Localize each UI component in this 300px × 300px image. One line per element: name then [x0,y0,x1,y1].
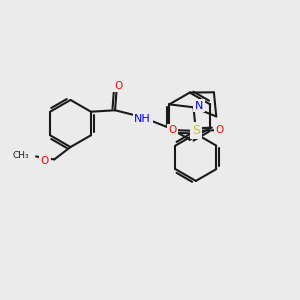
Text: O: O [215,125,223,135]
Text: N: N [195,101,203,111]
Text: O: O [168,125,176,135]
Text: CH₃: CH₃ [13,151,30,160]
Text: NH: NH [134,114,151,124]
Text: O: O [41,156,49,166]
Text: O: O [115,81,123,91]
Text: S: S [192,124,200,137]
